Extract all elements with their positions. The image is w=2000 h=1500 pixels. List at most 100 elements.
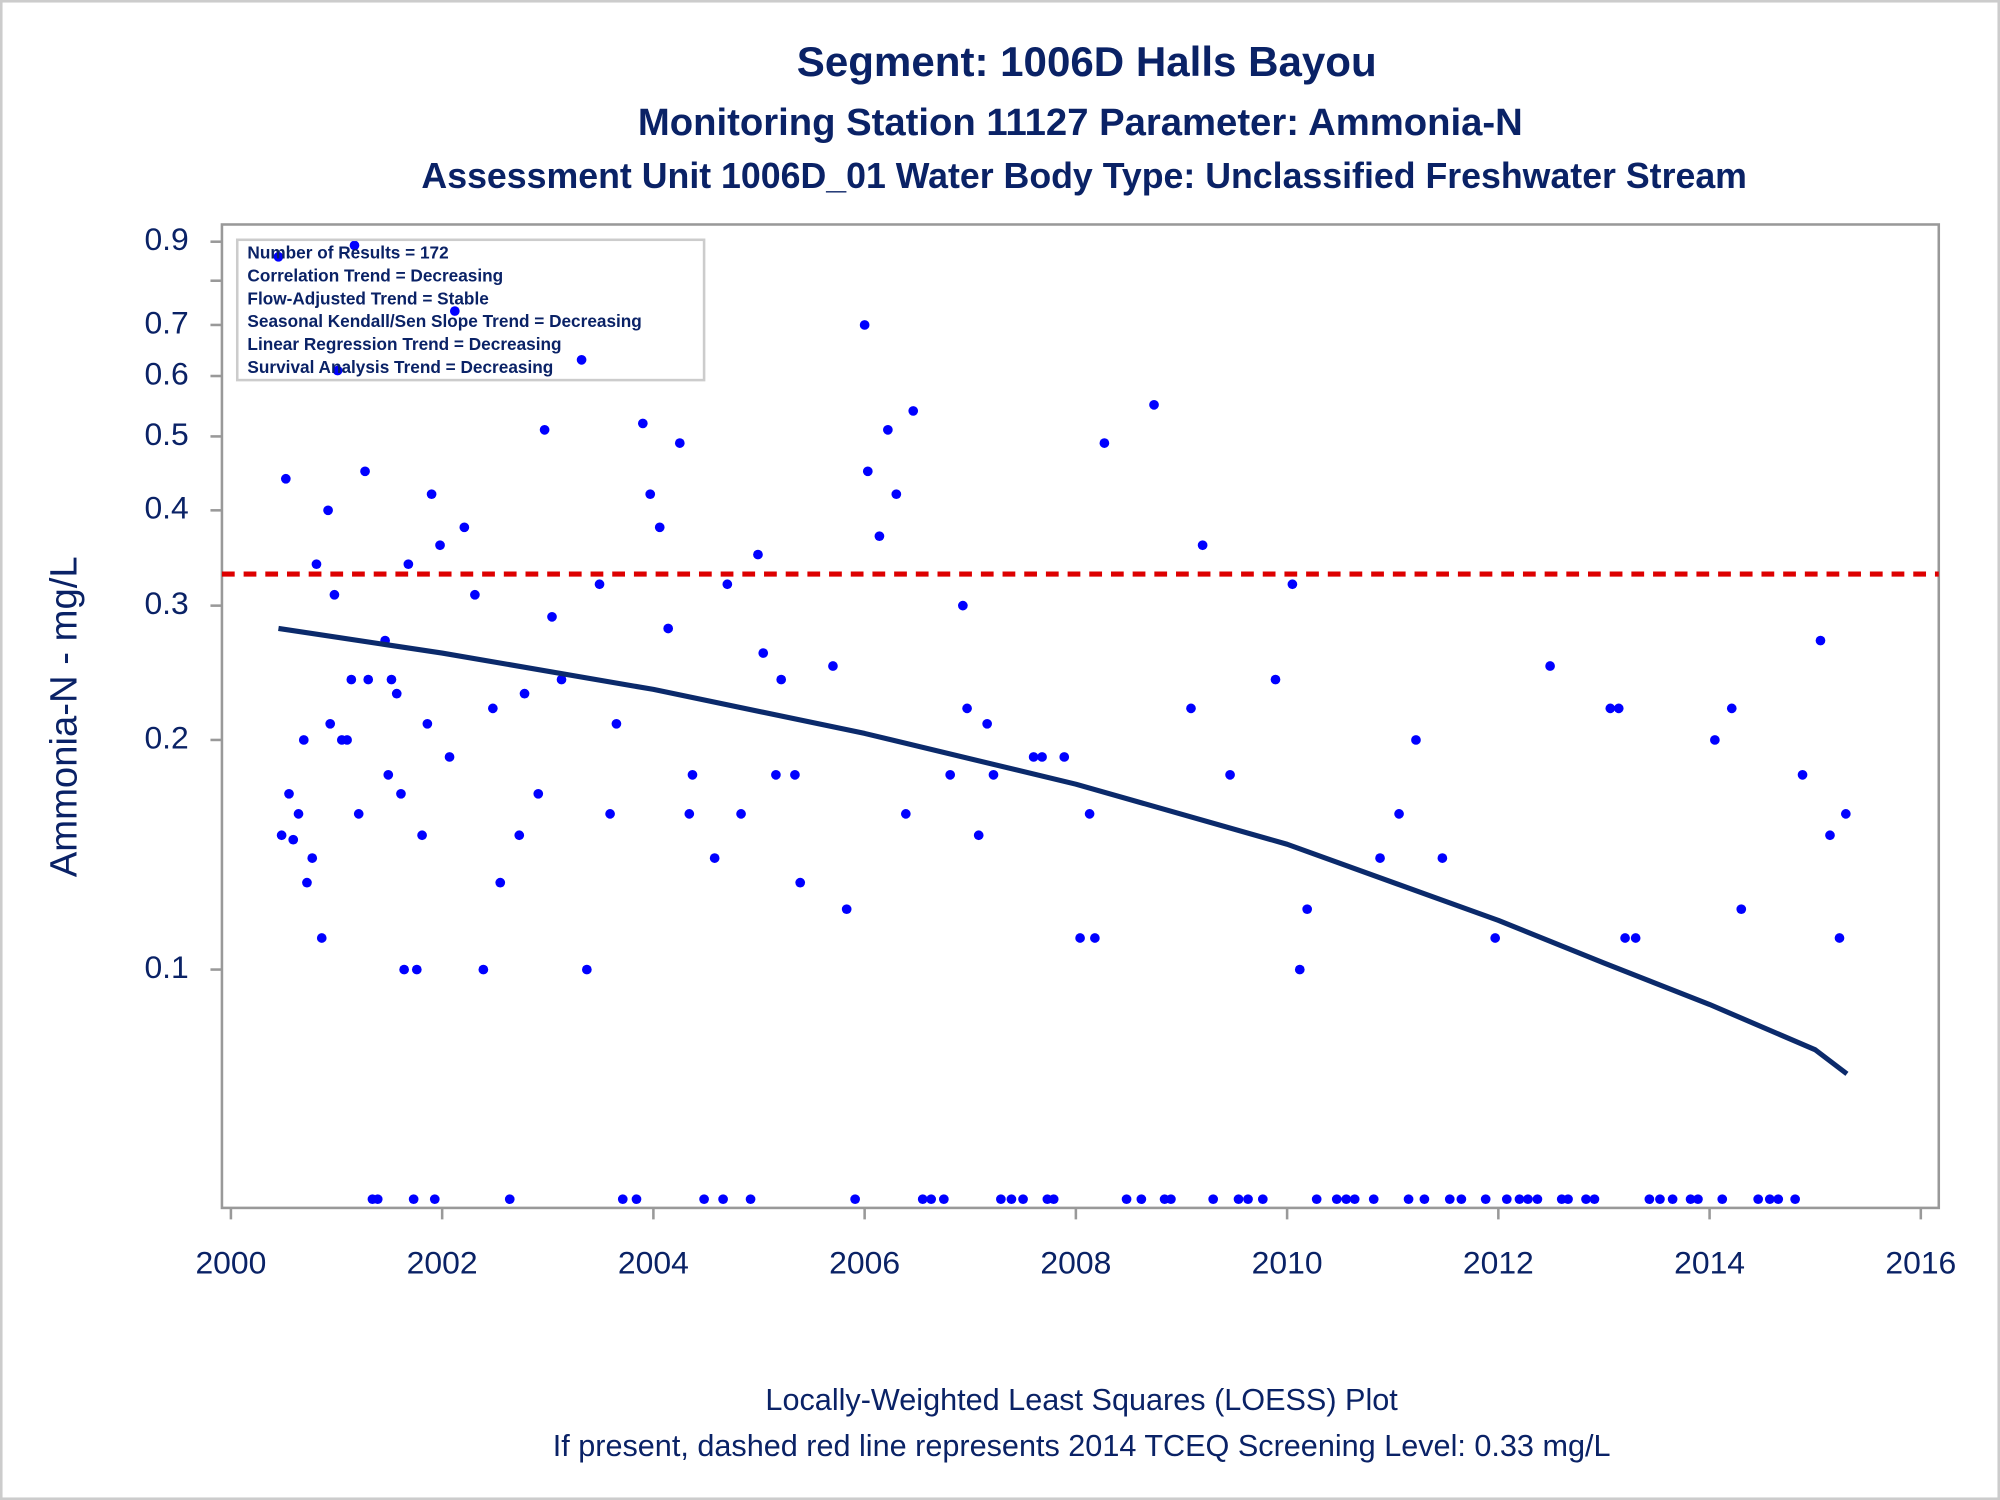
data-point <box>1444 1194 1455 1205</box>
data-point <box>718 1194 728 1205</box>
data-point <box>417 830 427 841</box>
data-point <box>360 466 370 477</box>
data-point <box>1437 853 1448 863</box>
data-point <box>1685 1194 1696 1205</box>
annotation-box <box>235 238 706 382</box>
data-point <box>1121 1194 1132 1205</box>
data-point <box>495 877 506 888</box>
data-point <box>958 600 968 611</box>
data-point <box>1375 853 1385 863</box>
data-point <box>353 809 364 819</box>
data-point <box>1075 933 1085 943</box>
data-point <box>396 788 406 799</box>
data-point <box>1605 703 1616 714</box>
data-point <box>372 1194 383 1205</box>
x-tick-label: 2006 <box>829 1245 900 1281</box>
data-point <box>687 770 698 780</box>
data-point <box>422 718 433 729</box>
data-point <box>411 964 422 975</box>
data-point <box>435 540 445 551</box>
data-point <box>1368 1194 1379 1205</box>
data-point <box>1834 933 1845 943</box>
data-point <box>426 489 437 500</box>
data-point <box>349 240 360 251</box>
data-point <box>1620 933 1630 943</box>
y-tick-label: 0.9 <box>144 221 188 257</box>
data-point <box>645 489 656 500</box>
data-point <box>298 735 309 745</box>
data-point <box>293 809 304 819</box>
data-point <box>1302 904 1313 915</box>
data-point <box>790 770 800 780</box>
annotation: Seasonal Kendall/Sen Slope Trend = Decre… <box>247 311 641 331</box>
data-point <box>332 365 343 376</box>
chart-title: Segment: 1006D Halls Bayou <box>797 38 1377 85</box>
annotation: Correlation Trend = Decreasing <box>247 265 503 285</box>
data-point <box>722 579 733 590</box>
data-point <box>758 648 769 658</box>
y-tick-label: 0.4 <box>144 490 188 526</box>
data-point <box>1411 735 1421 745</box>
data-point <box>1090 933 1100 943</box>
data-point <box>1136 1194 1147 1205</box>
data-point <box>684 809 695 819</box>
data-point <box>429 1194 440 1205</box>
data-point <box>973 830 984 841</box>
data-point <box>1419 1194 1430 1205</box>
data-point <box>862 466 873 477</box>
data-point <box>605 809 615 819</box>
data-point <box>280 473 291 484</box>
data-point <box>945 770 956 780</box>
data-point <box>1257 1194 1268 1205</box>
data-point <box>444 752 455 762</box>
data-point <box>1773 1194 1784 1205</box>
y-tick-label: 0.2 <box>144 719 188 755</box>
data-point <box>926 1194 937 1205</box>
data-point <box>654 522 665 533</box>
data-point <box>1753 1194 1764 1205</box>
data-point <box>488 703 498 714</box>
data-point <box>284 788 294 799</box>
data-point <box>962 703 972 714</box>
data-point <box>1403 1194 1414 1205</box>
data-point <box>1764 1194 1775 1205</box>
data-point <box>288 834 299 845</box>
data-point <box>883 425 893 435</box>
data-point <box>1456 1194 1467 1205</box>
data-point <box>1394 809 1404 819</box>
x-tick-label: 2012 <box>1463 1245 1534 1281</box>
y-tick-label: 0.3 <box>144 585 188 621</box>
data-point <box>1243 1194 1253 1205</box>
data-point <box>908 406 919 416</box>
data-point <box>859 320 870 330</box>
data-point <box>938 1194 949 1205</box>
data-point <box>988 770 999 780</box>
data-point <box>478 964 489 975</box>
data-point <box>1501 1194 1512 1205</box>
y-tick-label: 0.1 <box>144 949 188 985</box>
data-point <box>1028 752 1039 762</box>
data-point <box>1693 1194 1703 1205</box>
data-point <box>891 489 902 500</box>
x-tick-label: 2010 <box>1252 1245 1323 1281</box>
data-point <box>1208 1194 1219 1205</box>
data-point <box>311 559 322 570</box>
data-point <box>617 1194 628 1205</box>
data-point <box>594 579 605 590</box>
x-tick-label: 2002 <box>407 1245 478 1281</box>
y-axis-label: Ammonia-N - mg/L <box>42 556 85 877</box>
data-point <box>1514 1194 1525 1205</box>
data-point <box>1018 1194 1028 1205</box>
data-point <box>325 718 336 729</box>
data-point <box>1790 1194 1800 1205</box>
data-point <box>1523 1194 1533 1205</box>
data-point <box>1589 1194 1600 1205</box>
data-point <box>1294 964 1305 975</box>
annotation: Number of Results = 172 <box>247 242 448 262</box>
data-point <box>745 1194 756 1205</box>
data-point <box>1037 752 1047 762</box>
data-point <box>514 830 525 841</box>
data-point <box>1490 933 1501 943</box>
